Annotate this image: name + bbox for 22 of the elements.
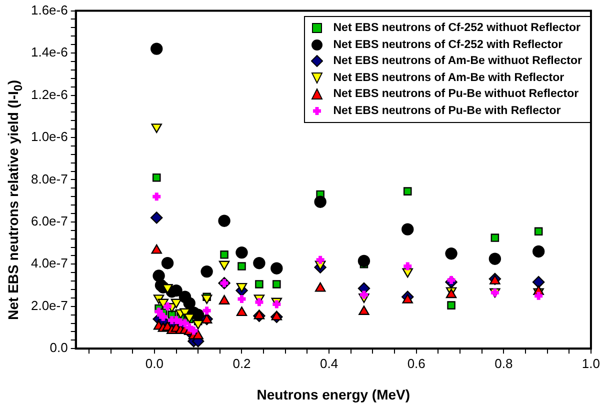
legend-label: Net EBS neutrons of Pu-Be withuot Reflector xyxy=(333,88,579,100)
x-tick-label: 0.6 xyxy=(407,356,426,371)
legend-label: Net EBS neutrons of Pu-Be with Reflector xyxy=(333,104,561,117)
x-tick-label: 0.4 xyxy=(320,356,338,371)
y-tick-label: 4.0e-7 xyxy=(30,256,68,271)
legend-label: Net EBS neutrons of Cf-252 with Reflector xyxy=(333,38,563,51)
y-tick-label: 1.0e-6 xyxy=(30,129,68,144)
x-tick-label: 0.8 xyxy=(494,356,513,371)
y-tick-label: 2.0e-7 xyxy=(30,298,68,313)
y-tick-label: 0.0 xyxy=(50,340,68,356)
y-tick-label: 6.0e-7 xyxy=(30,214,68,229)
legend-label: Net EBS neutrons of Am-Be withuot Reflector xyxy=(333,55,582,68)
x-tick-label: 0.2 xyxy=(232,356,251,371)
x-tick-label: 1.0 xyxy=(582,356,600,371)
x-tick-label: 0.0 xyxy=(145,356,164,371)
legend-label: Net EBS neutrons of Am-Be with Reflector xyxy=(333,72,564,84)
y-tick-label: 1.2e-6 xyxy=(30,86,68,102)
y-tick-label: 1.4e-6 xyxy=(30,44,68,60)
legend-label: Net EBS neutrons of Cf-252 withuot Reflector xyxy=(333,22,581,34)
y-tick-label: 1.6e-6 xyxy=(30,2,68,18)
x-axis-title: Neutrons energy (MeV) xyxy=(256,386,410,402)
y-tick-label: 8.0e-7 xyxy=(30,171,68,186)
